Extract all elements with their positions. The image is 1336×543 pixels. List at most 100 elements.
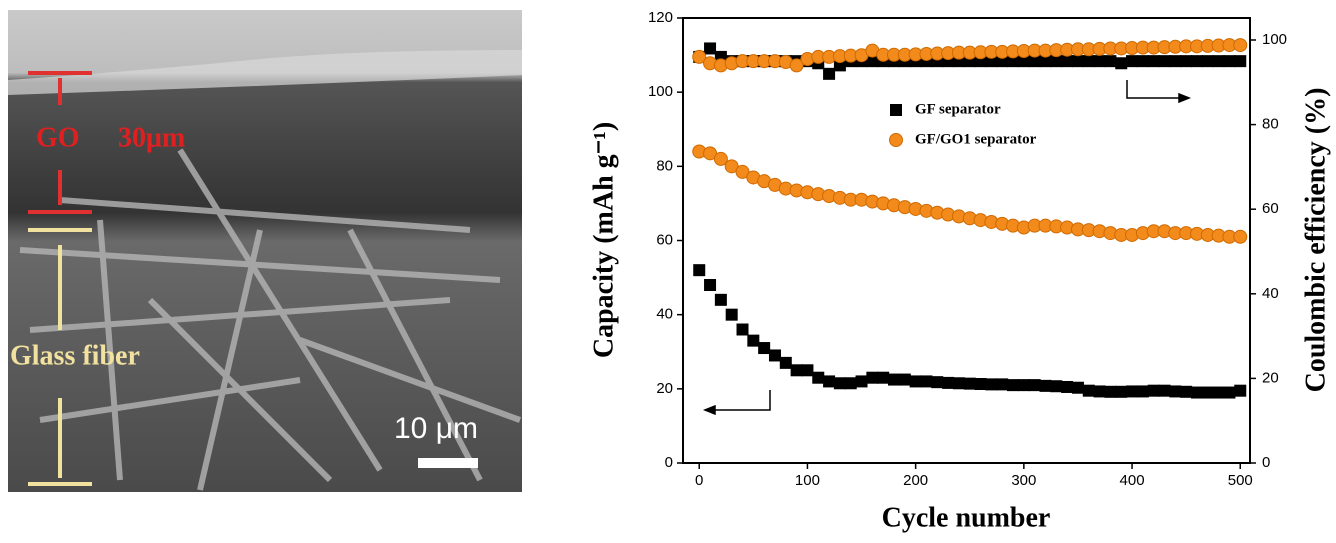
data-point bbox=[1082, 384, 1095, 397]
y2-tick-label: 100 bbox=[1262, 31, 1287, 48]
data-point bbox=[1201, 386, 1214, 399]
data-point bbox=[1104, 55, 1117, 68]
data-point bbox=[1104, 385, 1117, 398]
data-point bbox=[877, 371, 890, 384]
data-point bbox=[1201, 55, 1214, 68]
data-point bbox=[920, 375, 933, 388]
y2-tick-label: 20 bbox=[1262, 369, 1279, 386]
data-point bbox=[898, 373, 911, 386]
y-tick-label: 20 bbox=[656, 380, 673, 397]
data-point bbox=[1233, 229, 1248, 244]
x-tick-label: 200 bbox=[903, 472, 928, 489]
data-point bbox=[768, 349, 781, 362]
data-point bbox=[801, 364, 814, 377]
data-point bbox=[1180, 385, 1193, 398]
x-tick-label: 0 bbox=[695, 472, 703, 489]
data-point bbox=[713, 151, 728, 166]
data-point bbox=[1136, 385, 1149, 398]
data-point bbox=[747, 334, 760, 347]
data-point bbox=[812, 371, 825, 384]
data-point bbox=[1050, 380, 1063, 393]
data-point bbox=[735, 164, 750, 179]
data-point bbox=[704, 279, 717, 291]
data-point bbox=[1223, 386, 1236, 399]
data-point bbox=[1071, 381, 1084, 394]
data-point bbox=[942, 376, 955, 389]
data-point bbox=[1028, 379, 1041, 392]
data-point bbox=[736, 323, 749, 336]
data-point bbox=[1158, 384, 1171, 397]
legend-marker bbox=[890, 104, 902, 116]
sem-label: Glass fiber bbox=[10, 340, 140, 371]
data-point bbox=[866, 371, 879, 384]
x-tick-label: 500 bbox=[1228, 472, 1253, 489]
data-point bbox=[1136, 55, 1149, 68]
y-tick-label: 40 bbox=[656, 306, 673, 323]
arrows bbox=[702, 80, 1192, 416]
data-point bbox=[888, 373, 901, 386]
data-point bbox=[952, 377, 965, 390]
data-point bbox=[1223, 55, 1236, 68]
data-point bbox=[1147, 55, 1160, 68]
data-point bbox=[1093, 385, 1106, 398]
data-point bbox=[1050, 55, 1063, 68]
y-axis-title: Capacity (mAh g⁻¹) bbox=[588, 122, 619, 358]
y2-tick-label: 80 bbox=[1262, 116, 1279, 133]
y-tick-label: 100 bbox=[648, 83, 673, 100]
data-point bbox=[703, 146, 718, 161]
data-point bbox=[1071, 55, 1084, 68]
legend-marker bbox=[889, 133, 903, 147]
y2-tick-label: 0 bbox=[1262, 454, 1270, 471]
y-tick-label: 120 bbox=[648, 9, 673, 26]
y2-tick-label: 60 bbox=[1262, 200, 1279, 217]
data-point bbox=[833, 377, 846, 390]
data-point bbox=[1158, 55, 1171, 68]
data-point bbox=[1082, 55, 1095, 68]
data-point bbox=[1017, 55, 1030, 68]
data-point bbox=[1007, 55, 1020, 68]
y-tick-label: 0 bbox=[665, 454, 673, 471]
data-point bbox=[1233, 38, 1248, 53]
legend-label: GF separator bbox=[915, 101, 1001, 117]
y-tick-label: 80 bbox=[656, 157, 673, 174]
data-point bbox=[963, 377, 976, 390]
data-point bbox=[1028, 55, 1041, 68]
y2-tick-label: 40 bbox=[1262, 285, 1279, 302]
data-point bbox=[823, 375, 836, 388]
data-point bbox=[823, 67, 836, 80]
data-point bbox=[790, 364, 803, 377]
data-point bbox=[1039, 379, 1052, 392]
data-point bbox=[855, 375, 868, 388]
y-tick-label: 60 bbox=[656, 231, 673, 248]
data-point bbox=[1212, 386, 1225, 399]
data-point bbox=[985, 378, 998, 391]
data-point bbox=[1147, 384, 1160, 397]
data-point bbox=[931, 376, 944, 389]
sem-label: 30μm bbox=[118, 122, 185, 153]
data-point bbox=[692, 49, 707, 64]
x-axis-title: Cycle number bbox=[882, 502, 1051, 533]
data-point bbox=[1234, 55, 1247, 68]
data-point bbox=[789, 58, 804, 73]
data-point bbox=[1212, 55, 1225, 68]
data-point bbox=[1061, 55, 1074, 68]
data-point bbox=[1234, 384, 1247, 397]
data-point bbox=[758, 342, 771, 355]
data-point bbox=[1093, 55, 1106, 68]
data-point bbox=[779, 356, 792, 369]
data-point bbox=[1190, 386, 1203, 399]
data-point bbox=[1169, 385, 1182, 398]
data-point bbox=[1007, 379, 1020, 392]
x-tick-label: 300 bbox=[1011, 472, 1036, 489]
data-point bbox=[693, 264, 706, 277]
sem-label: GO bbox=[36, 122, 80, 153]
x-tick-label: 400 bbox=[1120, 472, 1145, 489]
data-point bbox=[704, 42, 717, 55]
x-tick-label: 100 bbox=[795, 472, 820, 489]
data-point bbox=[714, 293, 727, 306]
data-point bbox=[724, 159, 739, 174]
data-point bbox=[1169, 55, 1182, 68]
data-point bbox=[725, 308, 738, 321]
